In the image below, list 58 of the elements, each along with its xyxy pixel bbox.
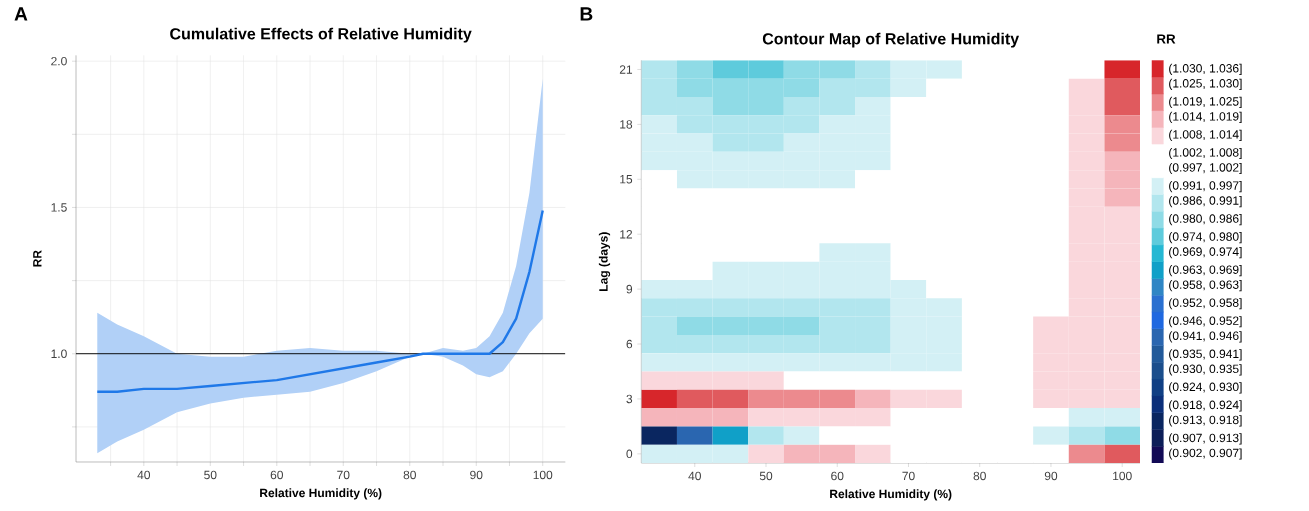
chart-title: Cumulative Effects of Relative Humidity <box>170 27 472 43</box>
color-bar-label: (0.952, 0.958] <box>1169 298 1242 310</box>
color-bar-label: (0.913, 0.918] <box>1169 415 1242 427</box>
y-tick-label: 21 <box>619 65 633 74</box>
y-tick-label: 0 <box>626 449 633 459</box>
color-bar-label: (0.918, 0.924] <box>1169 400 1242 412</box>
color-bar-label: (0.980, 0.986] <box>1169 214 1242 226</box>
color-bar-label: (0.946, 0.952] <box>1169 316 1242 328</box>
chart-title: Contour Map of Relative Humidity <box>762 32 1020 48</box>
x-tick-label: 100 <box>533 470 553 480</box>
x-tick-label: 90 <box>470 470 483 480</box>
y-tick-label: 18 <box>620 120 633 129</box>
color-bar-label: (1.014, 1.019] <box>1169 111 1242 124</box>
x-tick-label: 40 <box>688 471 701 481</box>
color-bar-label: (0.974, 0.980] <box>1169 232 1242 244</box>
x-tick-label: 90 <box>1044 471 1058 481</box>
color-bar-label: (0.991, 0.997] <box>1169 180 1242 193</box>
y-tick-label: 15 <box>620 175 633 184</box>
color-bar-label: (1.030, 1.036] <box>1169 63 1242 75</box>
color-bar-label: (0.958, 0.963] <box>1169 280 1242 292</box>
x-tick-label: 70 <box>337 470 350 480</box>
x-tick-label: 80 <box>973 471 986 481</box>
y-axis-title: Lag (days) <box>598 232 611 291</box>
x-tick-label: 50 <box>759 471 773 481</box>
y-tick-label: 1.0 <box>51 349 67 359</box>
x-tick-label: 60 <box>270 470 283 480</box>
y-axis-title: RR <box>33 250 42 267</box>
x-tick-label: 70 <box>902 471 915 481</box>
color-bar-label: (0.902, 0.907] <box>1169 448 1242 460</box>
x-tick-label: 60 <box>831 471 844 481</box>
color-bar-label: (0.924, 0.930] <box>1169 382 1242 394</box>
color-bar-label: (0.986, 0.991] <box>1169 195 1242 208</box>
color-bar-label: (0.963, 0.969] <box>1169 265 1242 277</box>
text: B <box>580 7 593 21</box>
color-bar-title: RR <box>1157 34 1176 44</box>
color-bar-label: (0.930, 0.935] <box>1169 364 1242 376</box>
x-tick-label: 100 <box>1113 471 1132 481</box>
color-bar-label: (1.025, 1.030] <box>1169 78 1242 90</box>
x-axis-title: Relative Humidity (%) <box>830 489 952 501</box>
x-tick-label: 80 <box>403 470 416 480</box>
color-bar-label: (1.002, 1.008] <box>1169 147 1242 160</box>
y-tick-label: 2.0 <box>51 56 67 66</box>
x-tick-label: 40 <box>137 470 151 480</box>
x-tick-label: 50 <box>204 470 217 480</box>
text: A <box>14 7 28 21</box>
y-tick-label: 6 <box>626 339 633 349</box>
color-bar-label: (0.941, 0.946] <box>1169 331 1242 343</box>
color-bar-label: (1.008, 1.014] <box>1169 129 1242 142</box>
y-tick-label: 3 <box>626 394 633 404</box>
y-tick-label: 12 <box>620 230 633 239</box>
color-bar-label: (1.019, 1.025] <box>1169 96 1242 108</box>
y-tick-label: 1.5 <box>51 203 67 212</box>
color-bar-label: (0.935, 0.941] <box>1169 349 1242 361</box>
x-axis-title: Relative Humidity (%) <box>260 488 382 500</box>
y-tick-label: 9 <box>626 284 633 294</box>
color-bar-label: (0.997, 1.002] <box>1169 162 1242 175</box>
color-bar-label: (0.907, 0.913] <box>1169 433 1242 445</box>
color-bar-label: (0.969, 0.974] <box>1169 247 1242 259</box>
